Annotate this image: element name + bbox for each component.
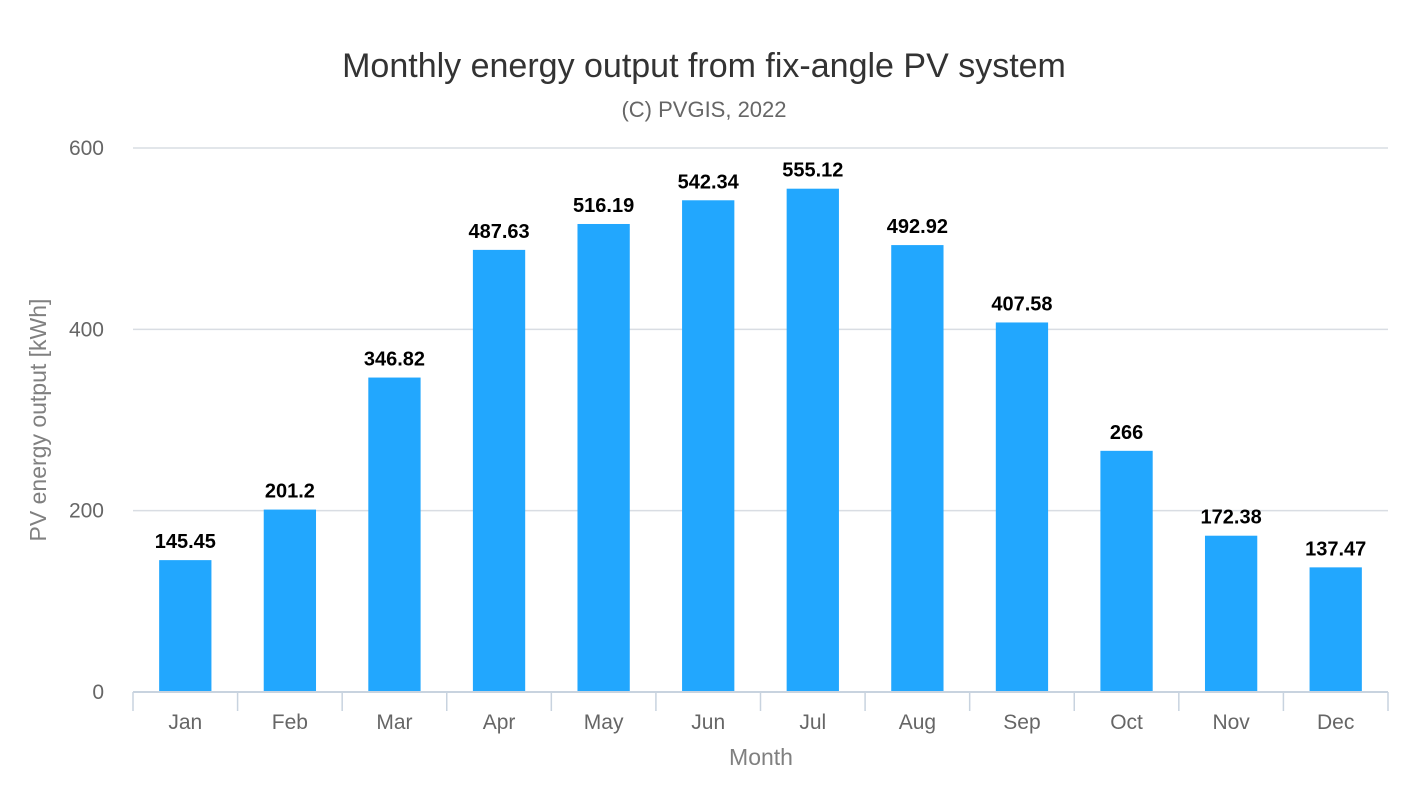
data-label: 555.12 [782, 160, 843, 182]
bar [472, 249, 526, 692]
bar [577, 223, 630, 692]
bar [368, 377, 421, 692]
x-tick-label: Sep [1003, 711, 1040, 734]
data-label: 145.45 [155, 531, 216, 553]
bar [891, 245, 944, 692]
data-label: 172.38 [1201, 507, 1262, 529]
y-tick-label: 600 [69, 137, 104, 160]
data-label: 266 [1110, 422, 1143, 444]
bar [1100, 450, 1153, 692]
data-label: 346.82 [364, 349, 425, 371]
data-label: 516.19 [573, 195, 634, 217]
x-tick-label: Dec [1317, 711, 1354, 734]
x-axis: Jan Feb Mar Apr May Jun Jul Aug Sep Oct Nov Dec [132, 691, 1389, 734]
x-tick-label: Mar [376, 711, 412, 734]
data-label: 137.47 [1305, 538, 1366, 560]
y-axis-ticks: 0 200 400 600 [69, 137, 104, 704]
bar [159, 560, 212, 692]
x-tick-label: Jun [691, 711, 725, 734]
chart-title: Monthly energy output from fix-angle PV … [342, 47, 1066, 85]
bar [995, 322, 1049, 692]
gridlines [133, 147, 1388, 512]
x-tick-label: Oct [1110, 711, 1143, 734]
x-tick-label: Aug [899, 711, 936, 734]
bars [159, 188, 1362, 693]
data-label: 201.2 [265, 481, 315, 503]
bar [263, 509, 317, 692]
y-tick-label: 0 [92, 681, 104, 704]
x-tick-label: Jan [168, 711, 202, 734]
data-label: 542.34 [678, 171, 740, 193]
chart-subtitle: (C) PVGIS, 2022 [621, 97, 786, 122]
data-label: 492.92 [887, 216, 948, 238]
x-tick-label: Apr [483, 711, 516, 734]
data-label: 407.58 [991, 293, 1052, 315]
x-tick-label: Jul [799, 711, 826, 734]
bar [1204, 535, 1258, 692]
data-label: 487.63 [468, 221, 529, 243]
x-tick-label: Nov [1212, 711, 1250, 734]
bar [682, 200, 735, 693]
y-tick-label: 400 [69, 318, 104, 341]
bar [786, 188, 839, 692]
y-axis-title: PV energy output [kWh] [25, 299, 51, 542]
x-axis-title: Month [729, 744, 793, 770]
x-tick-label: May [584, 711, 624, 734]
x-tick-label: Feb [272, 711, 308, 734]
y-tick-label: 200 [69, 500, 104, 523]
bar [1309, 567, 1362, 692]
data-labels: 145.45 201.2 346.82 487.63 516.19 542.34 555.1… [155, 160, 1367, 561]
